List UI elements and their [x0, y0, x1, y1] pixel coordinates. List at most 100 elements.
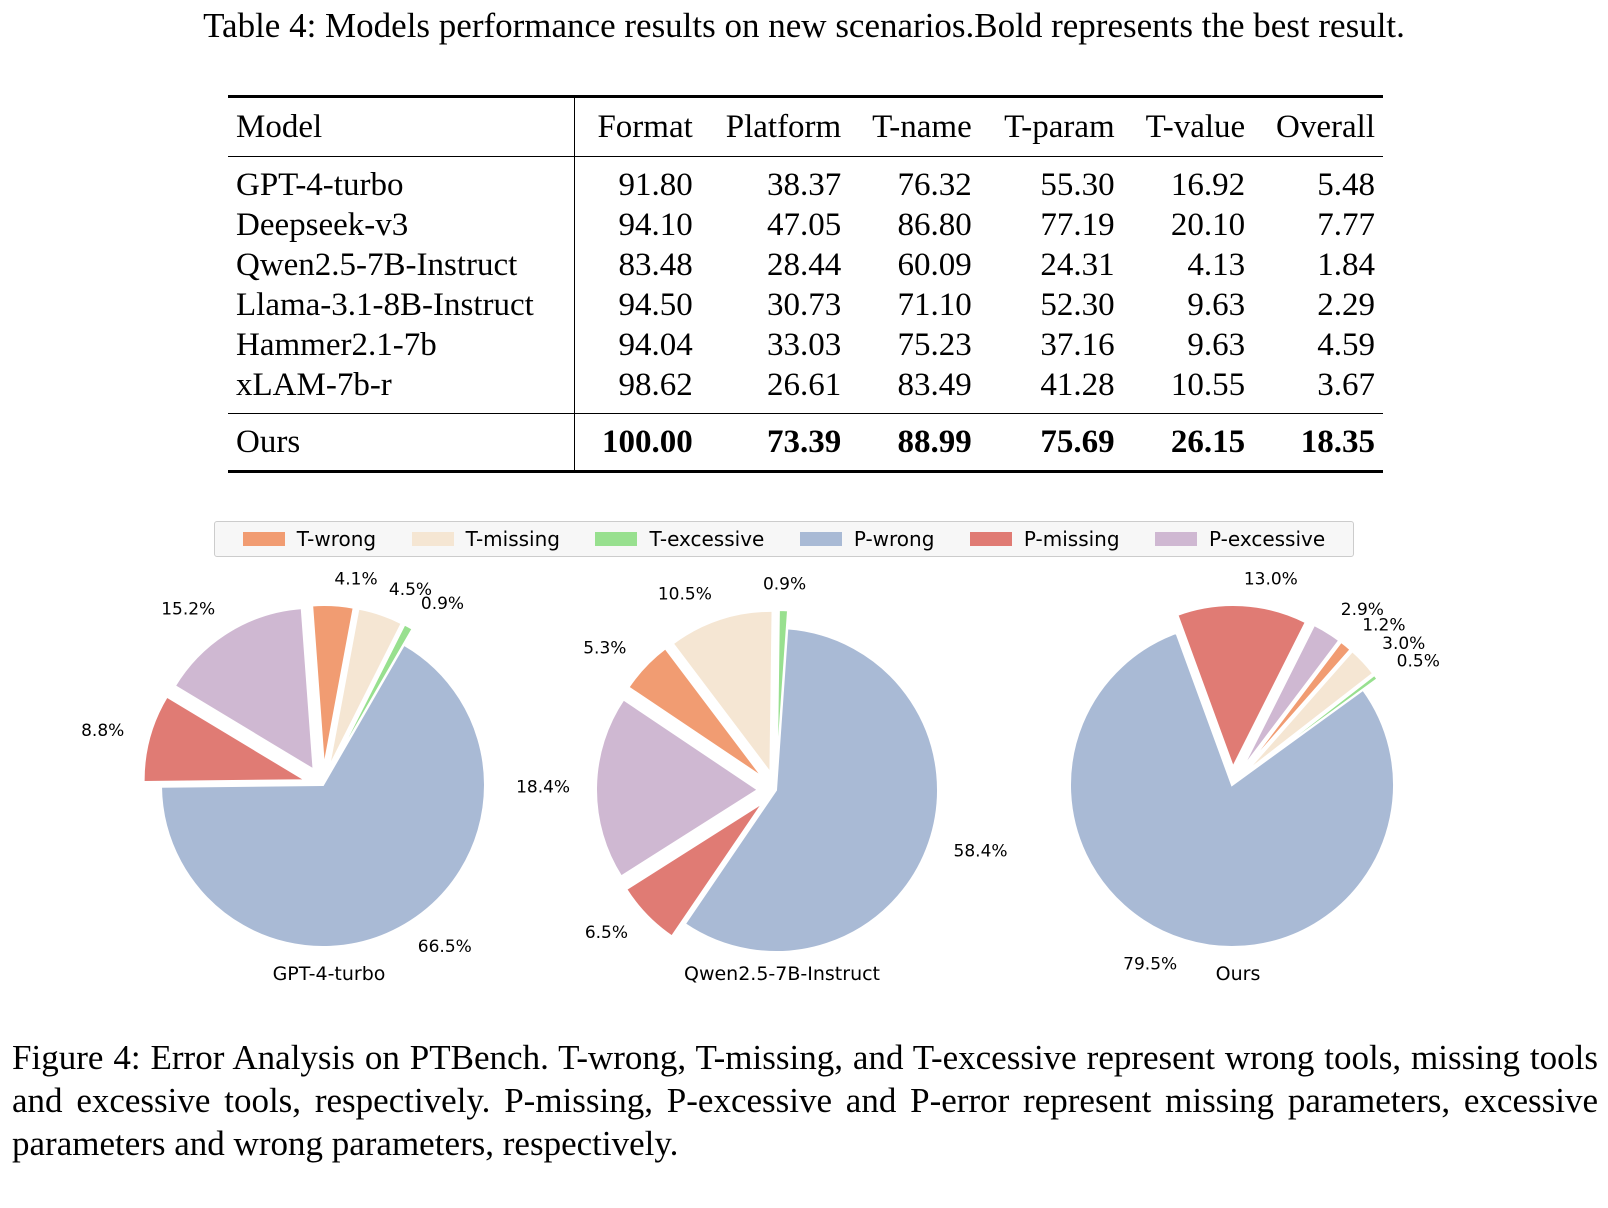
cell-platform: 26.61 — [766, 366, 842, 403]
table-row: Qwen2.5-7B-Instruct 83.48 28.44 60.09 24… — [228, 245, 1383, 285]
cell-t-value: 16.92 — [1170, 166, 1246, 203]
header-platform: Platform — [725, 108, 842, 145]
cell-platform: 30.73 — [766, 286, 842, 323]
pie-slice-label: 58.4% — [954, 842, 1008, 862]
cell-t-value: 9.63 — [1187, 326, 1246, 363]
pie-slice-t-wrong — [311, 604, 355, 768]
pie-chart: 0.9% 10.5% 5.3% 18.4% 6.5% 58.4% Qwen2.5-7B-In… — [516, 574, 1007, 985]
legend-item-p-excessive: P-excessive — [1155, 527, 1325, 551]
cell-format: 91.80 — [618, 166, 693, 203]
pie-slice-p-wrong — [683, 627, 939, 953]
cell-t-value: 10.55 — [1170, 366, 1246, 403]
cell-t-name: 75.23 — [897, 326, 972, 363]
legend-swatch — [1155, 532, 1198, 546]
cell-platform: 28.44 — [766, 246, 842, 283]
pie-slice-label: 79.5% — [1123, 955, 1177, 975]
pie-slice-p-excessive — [173, 607, 315, 772]
row-model: Llama-3.1-8B-Instruct — [228, 285, 575, 325]
pie-slice-label: 2.9% — [1341, 600, 1384, 620]
legend-label: P-excessive — [1209, 527, 1326, 551]
pie-chart-title: GPT-4-turbo — [273, 963, 386, 985]
legend-swatch — [242, 532, 285, 546]
legend-label: T-wrong — [296, 527, 377, 551]
pie-slice-t-missing — [327, 607, 404, 769]
table-header-row: Model Format Platform T-name T-param T-v… — [228, 96, 1383, 157]
pie-slice-label: 8.8% — [81, 721, 124, 741]
chart-legend: T-wrong T-missing T-excessive P-wrong P-… — [214, 521, 1354, 557]
pie-slice-p-wrong — [1069, 631, 1395, 948]
row-model: Hammer2.1-7b — [228, 325, 575, 365]
pie-slice-t-missing — [671, 609, 774, 776]
cell-t-name: 88.99 — [897, 423, 972, 460]
cell-t-name: 86.80 — [897, 206, 972, 243]
pie-slice-p-missing — [142, 695, 310, 783]
pie-slice-label: 4.1% — [334, 569, 377, 589]
table-row: Llama-3.1-8B-Instruct 94.50 30.73 71.10 … — [228, 285, 1383, 325]
row-model: Deepseek-v3 — [228, 205, 575, 245]
pie-chart: 0.9%4.5% 4.1% 15.2% 8.8% 66.5% GPT-4-turbo — [81, 569, 486, 985]
cell-t-param: 77.19 — [1040, 206, 1115, 243]
cell-t-value: 4.13 — [1187, 246, 1246, 283]
header-t-value: T-value — [1145, 108, 1246, 145]
pie-slice-label: 0.5% — [1397, 651, 1440, 671]
cell-t-param: 37.16 — [1040, 326, 1115, 363]
cell-t-name: 60.09 — [897, 246, 972, 283]
pie-slice-label: 66.5% — [418, 937, 472, 957]
row-model: Ours — [228, 413, 575, 472]
cell-format: 98.62 — [618, 366, 693, 403]
table-row-ours: Ours 100.00 73.39 88.99 75.69 26.15 18.3… — [228, 413, 1383, 472]
figure-caption: Figure 4: Error Analysis on PTBench. T-w… — [12, 1038, 1598, 1163]
pie-slice-label: 3.0% — [1382, 634, 1425, 654]
header-t-name: T-name — [872, 108, 972, 145]
pie-slice-label: 18.4% — [516, 777, 570, 797]
cell-t-param: 55.30 — [1040, 166, 1115, 203]
cell-format: 94.10 — [618, 206, 693, 243]
pie-slice-label: 10.5% — [658, 584, 712, 604]
legend-label: T-missing — [465, 527, 560, 551]
cell-t-param: 24.31 — [1040, 246, 1115, 283]
row-model: GPT-4-turbo — [228, 156, 575, 205]
legend-item-t-wrong: T-wrong — [242, 527, 377, 551]
cell-overall: 4.59 — [1317, 326, 1375, 363]
cell-t-value: 26.15 — [1170, 423, 1246, 460]
pie-slice-p-missing — [624, 801, 764, 938]
cell-overall: 1.84 — [1317, 246, 1375, 283]
cell-platform: 47.05 — [766, 206, 842, 243]
table-row: GPT-4-turbo 91.80 38.37 76.32 55.30 16.9… — [228, 156, 1383, 205]
cell-overall: 18.35 — [1300, 423, 1375, 460]
pie-slice-label: 13.0% — [1244, 569, 1298, 589]
legend-swatch — [799, 532, 842, 546]
legend-label: P-wrong — [853, 527, 935, 551]
pie-chart: 0.5%3.0%1.2%2.9% 13.0% 79.5% Ours — [1069, 569, 1440, 985]
pie-chart-title: Qwen2.5-7B-Instruct — [684, 963, 880, 985]
cell-t-name: 71.10 — [897, 286, 972, 323]
pie-slice-p-missing — [1176, 604, 1308, 770]
cell-platform: 73.39 — [766, 423, 842, 460]
cell-t-param: 52.30 — [1040, 286, 1115, 323]
pie-slice-t-excessive — [1245, 673, 1379, 776]
header-model: Model — [228, 96, 575, 157]
legend-item-p-wrong: P-wrong — [799, 527, 935, 551]
cell-t-param: 41.28 — [1040, 366, 1115, 403]
legend-label: T-excessive — [649, 527, 765, 551]
results-table: Model Format Platform T-name T-param T-v… — [228, 95, 1383, 473]
table-row: Hammer2.1-7b 94.04 33.03 75.23 37.16 9.6… — [228, 325, 1383, 365]
cell-overall: 3.67 — [1317, 366, 1375, 403]
pie-slice-label: 0.9% — [763, 574, 806, 594]
pie-slice-label: 1.2% — [1362, 616, 1405, 636]
table-row: xLAM-7b-r 98.62 26.61 83.49 41.28 10.55 … — [228, 365, 1383, 414]
pie-slice-label: 5.3% — [583, 638, 626, 658]
cell-t-name: 83.49 — [897, 366, 972, 403]
pie-slice-p-wrong — [159, 643, 486, 948]
cell-format: 100.00 — [602, 423, 693, 460]
legend-swatch — [969, 532, 1012, 546]
cell-format: 94.50 — [618, 286, 693, 323]
cell-format: 94.04 — [618, 326, 693, 363]
row-model: xLAM-7b-r — [228, 365, 575, 414]
legend-swatch — [595, 532, 638, 546]
pie-slice-t-wrong — [627, 646, 764, 779]
header-overall: Overall — [1276, 108, 1375, 145]
pie-chart-title: Ours — [1216, 963, 1261, 985]
legend-item-p-missing: P-missing — [969, 527, 1120, 551]
cell-overall: 2.29 — [1317, 286, 1375, 323]
